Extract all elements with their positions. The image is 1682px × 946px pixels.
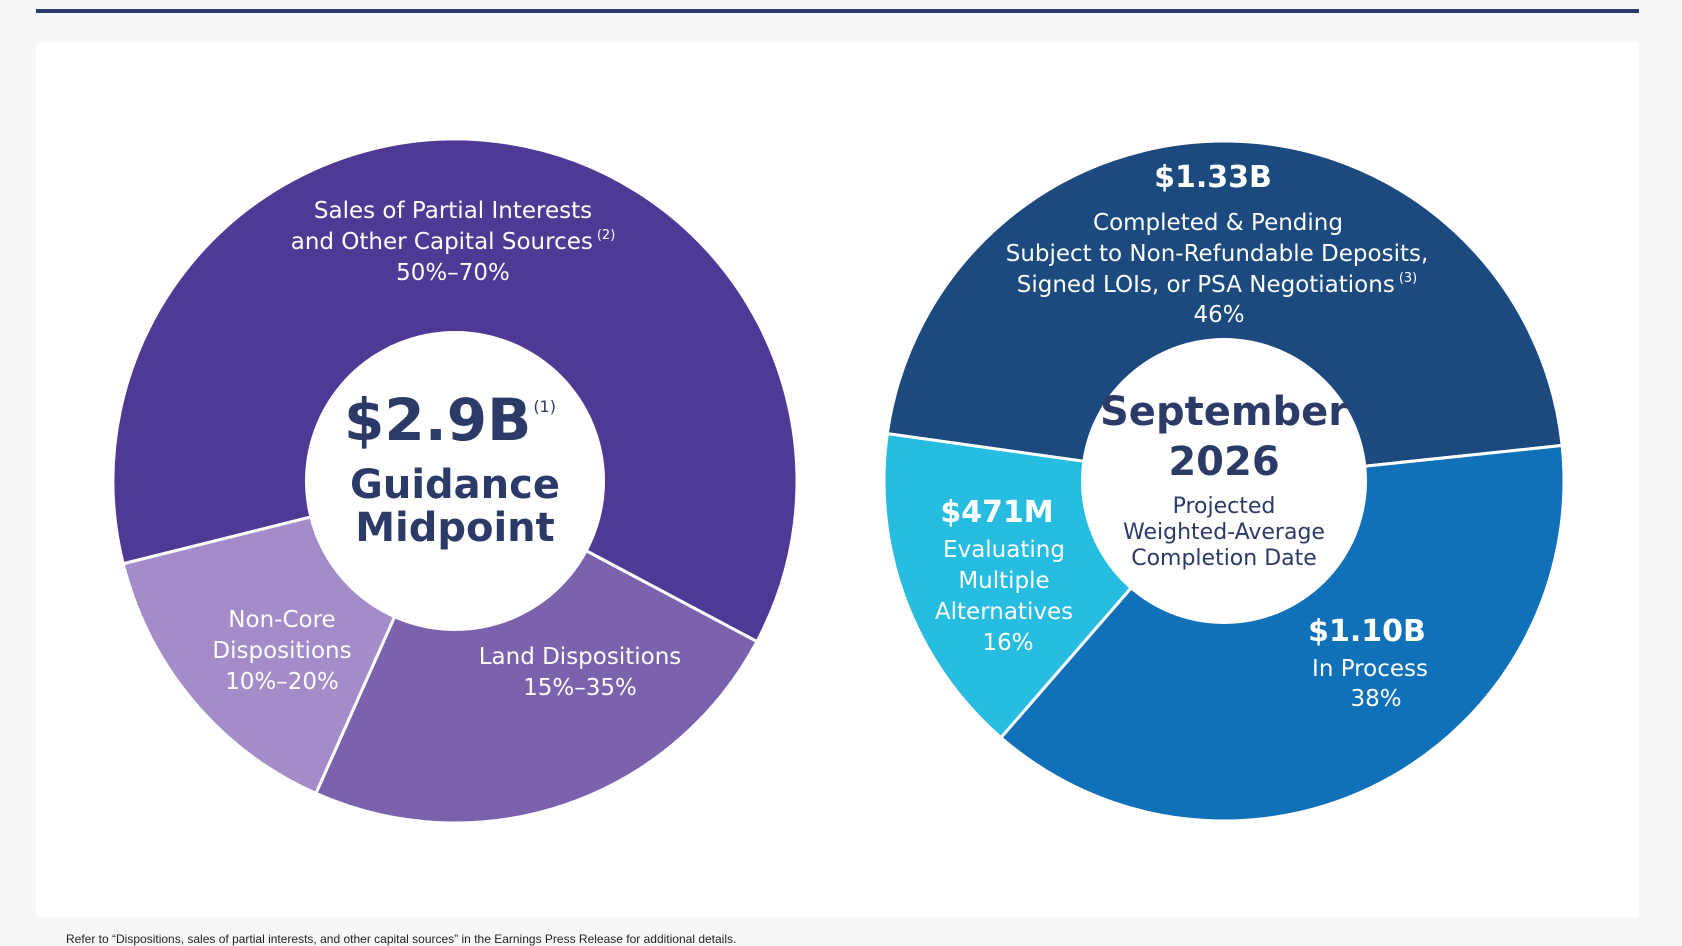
- center-value: $2.9B (1): [344, 386, 556, 454]
- slice-value-evaluating: $471M: [940, 495, 1053, 530]
- slice-range-sales-of-partial-interests-and-other-capital-sources: 50%–70%: [396, 260, 510, 286]
- slice-label-land-dispositions: Land Dispositions: [479, 644, 682, 670]
- guidance-donut-chart: Sales of Partial Interests and Other Capi…: [111, 137, 799, 825]
- slice-pct-in-process: 38%: [1350, 686, 1401, 712]
- slice-pct-evaluating: 16%: [982, 630, 1033, 656]
- footnote-marker: (2): [597, 228, 615, 243]
- center-footnote-marker: (1): [533, 397, 556, 416]
- slice-completed-pending: [885, 139, 1564, 483]
- center-caption-line: Completion Date: [1131, 546, 1317, 571]
- slice-pct-completed-pending: 46%: [1193, 302, 1244, 328]
- top-rule: [36, 9, 1639, 13]
- slice-label-completed-pending: Completed & Pending: [1093, 210, 1343, 236]
- footnote-marker: (3): [1399, 271, 1417, 286]
- center-date-line: 2026: [1168, 439, 1279, 485]
- slice-label-evaluating: Multiple: [958, 568, 1049, 594]
- slice-label-completed-pending: Signed LOIs, or PSA Negotiations (3): [1017, 271, 1417, 298]
- slice-label-non-core-dispositions: Dispositions: [212, 638, 351, 664]
- slice-label-evaluating: Evaluating: [943, 537, 1065, 563]
- donut-hole: [1081, 338, 1367, 624]
- slice-label-in-process: In Process: [1312, 656, 1428, 682]
- slice-in-process: [998, 443, 1566, 823]
- slice-range-land-dispositions: 15%–35%: [523, 675, 637, 701]
- footnote-text: Refer to “Dispositions, sales of partial…: [66, 932, 737, 946]
- slice-label-completed-pending: Subject to Non-Refundable Deposits,: [1006, 241, 1429, 267]
- slice-label-sales-of-partial-interests-and-other-capital-sources: Sales of Partial Interests: [314, 198, 592, 224]
- slice-value-completed-pending: $1.33B: [1154, 160, 1272, 195]
- slice-range-non-core-dispositions: 10%–20%: [225, 669, 339, 695]
- slice-label-non-core-dispositions: Non-Core: [228, 607, 335, 633]
- completion-donut-chart: $1.33B Completed & Pending Subject to Non-…: [882, 139, 1566, 823]
- center-date-line: September: [1100, 389, 1348, 435]
- center-caption-line: Projected: [1173, 494, 1276, 519]
- center-label-line: Midpoint: [355, 505, 555, 551]
- slice-label-sales-of-partial-interests-and-other-capital-sources: and Other Capital Sources (2): [291, 228, 616, 255]
- center-label-line: Guidance: [350, 462, 560, 508]
- slice-value-in-process: $1.10B: [1308, 614, 1426, 649]
- center-caption-line: Weighted-Average: [1123, 520, 1325, 545]
- donut-hole: [305, 331, 605, 631]
- slice-label-evaluating: Alternatives: [935, 599, 1073, 625]
